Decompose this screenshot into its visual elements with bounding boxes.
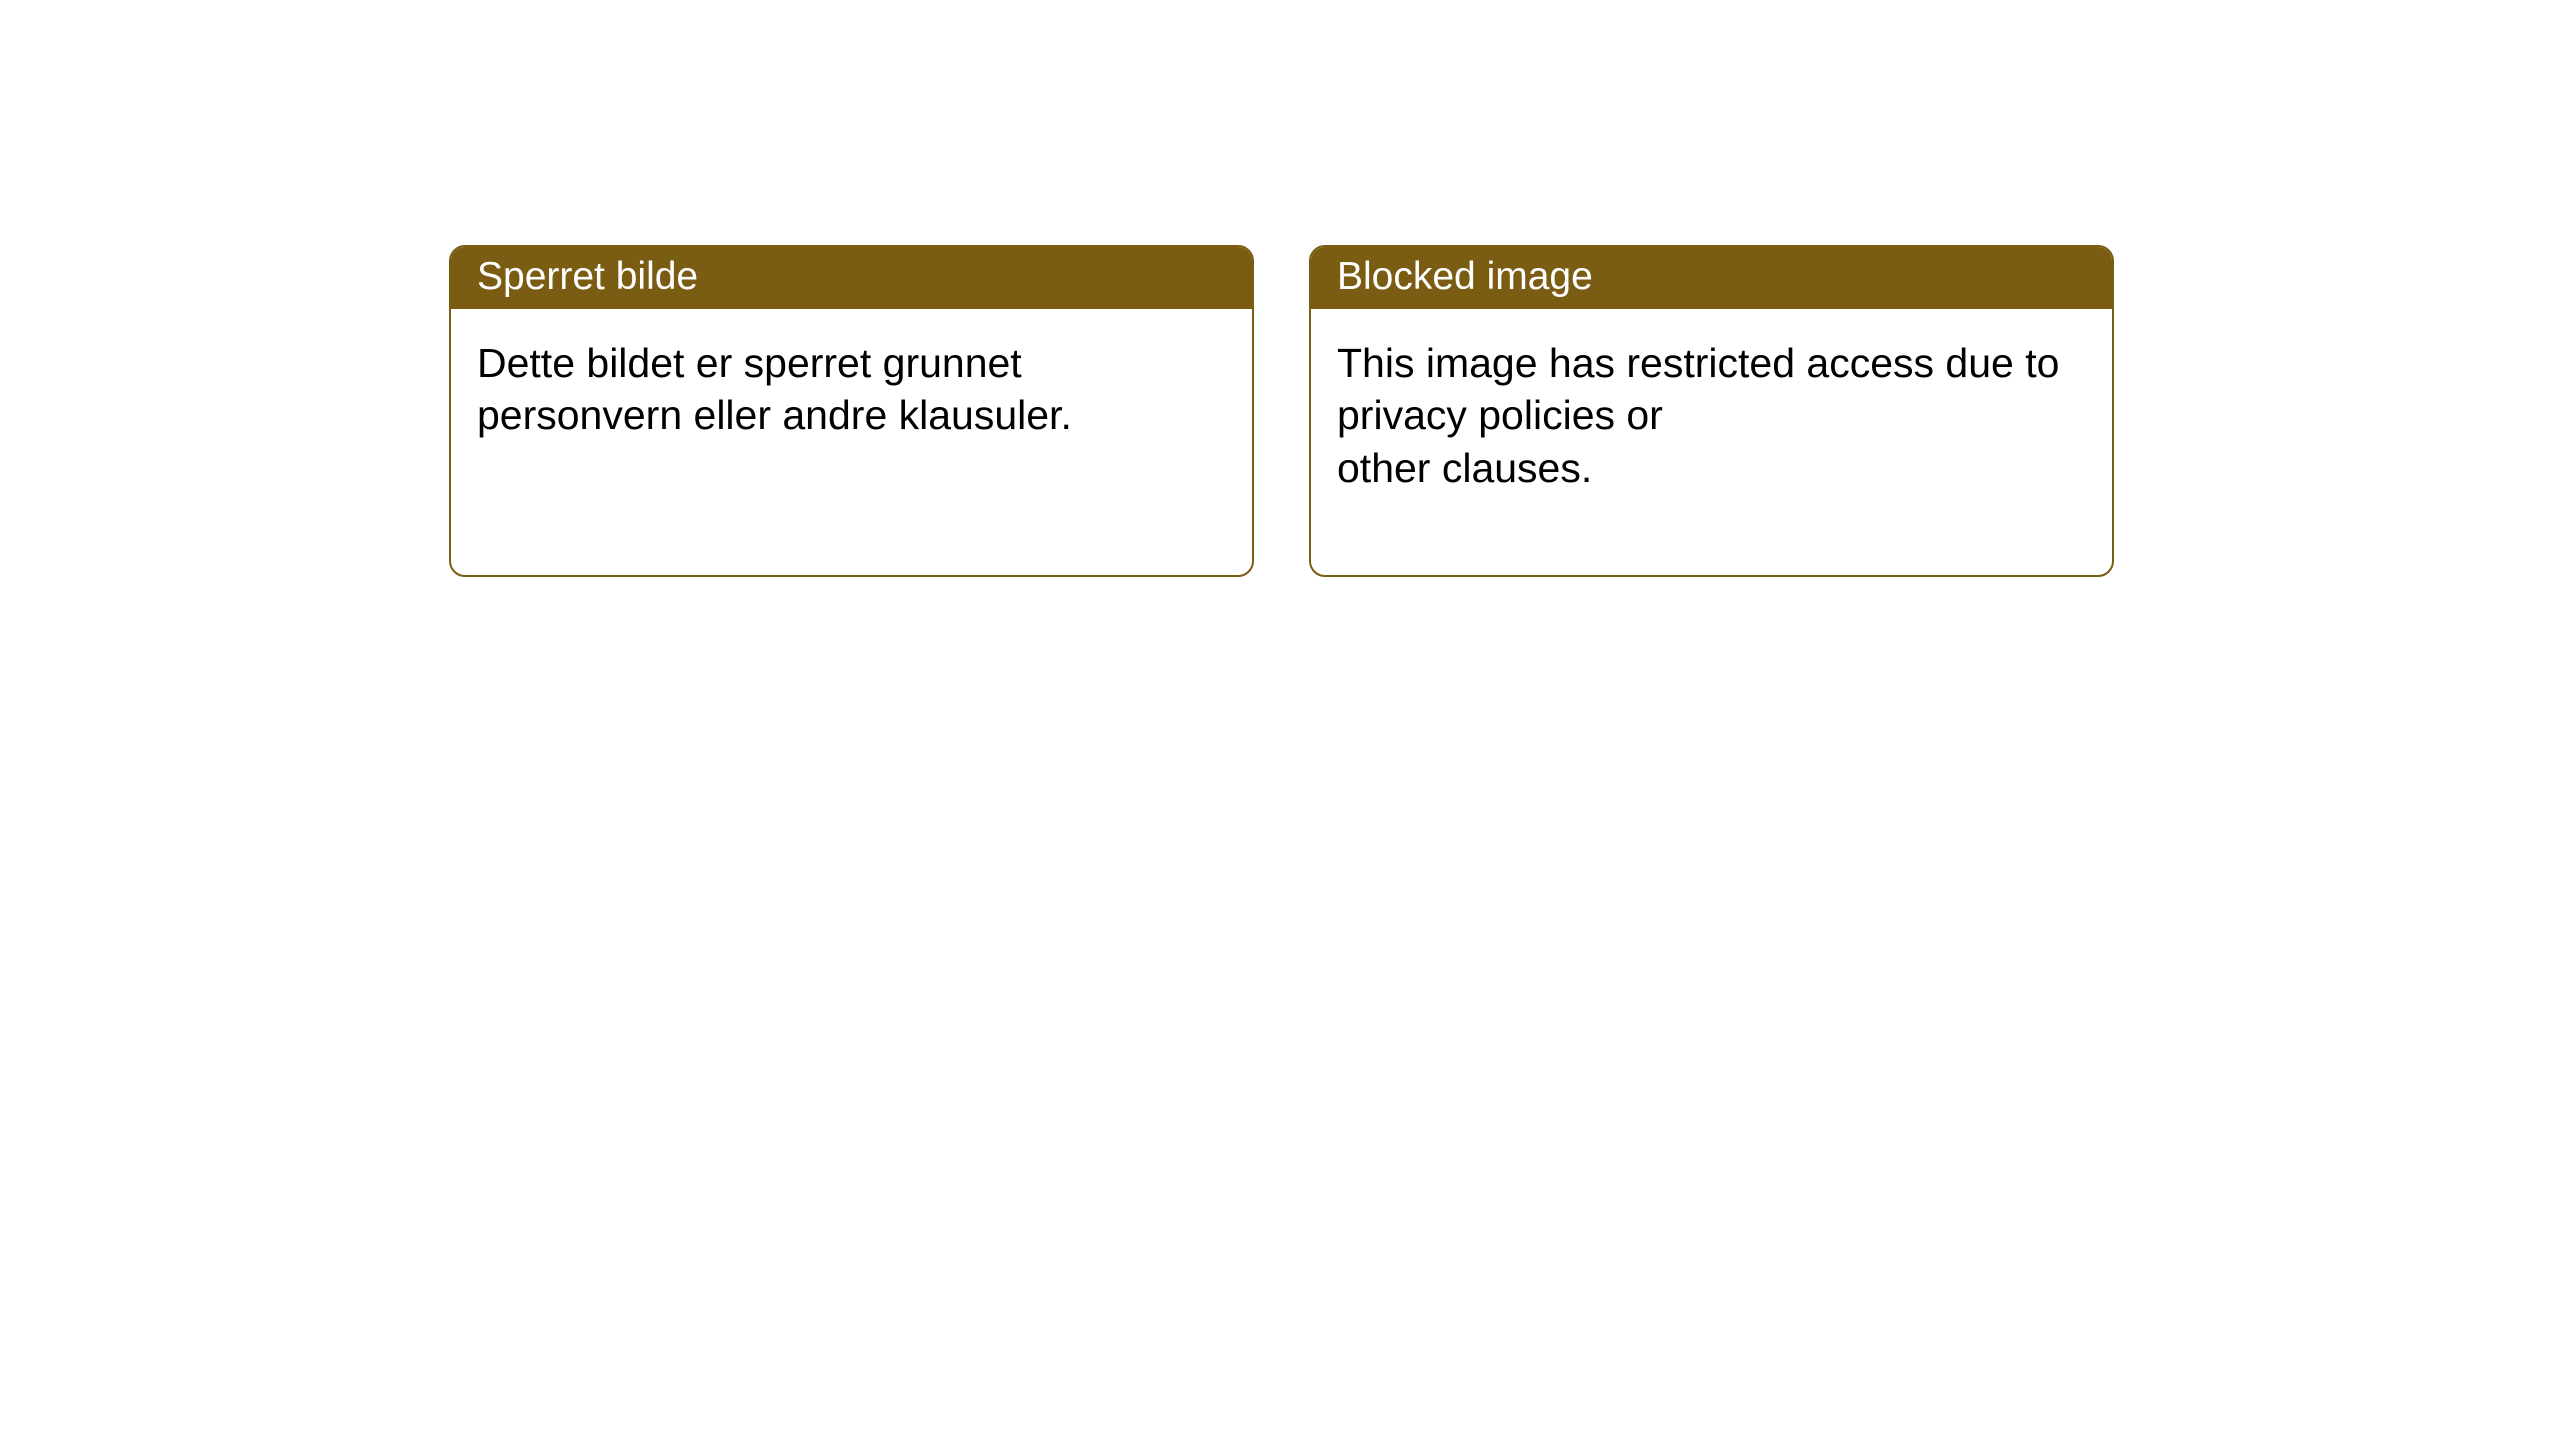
notice-body: Dette bildet er sperret grunnet personve…: [451, 309, 1252, 462]
notice-card-norwegian: Sperret bilde Dette bildet er sperret gr…: [449, 245, 1254, 577]
notice-header: Blocked image: [1311, 247, 2112, 309]
notice-container: Sperret bilde Dette bildet er sperret gr…: [0, 0, 2560, 577]
notice-body: This image has restricted access due to …: [1311, 309, 2112, 514]
notice-card-english: Blocked image This image has restricted …: [1309, 245, 2114, 577]
notice-header: Sperret bilde: [451, 247, 1252, 309]
